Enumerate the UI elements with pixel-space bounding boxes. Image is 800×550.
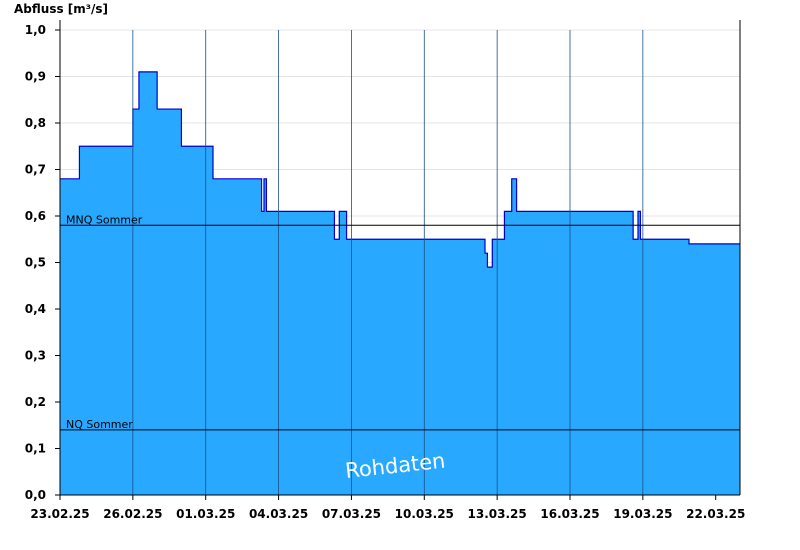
y-tick-label: 0,5 — [25, 256, 46, 270]
y-axis-label: Abfluss [m³/s] — [14, 2, 108, 16]
y-tick-label: 0,2 — [25, 395, 46, 409]
x-tick-label: 22.03.25 — [686, 507, 745, 521]
x-tick-label: 19.03.25 — [613, 507, 672, 521]
x-tick-label: 26.02.25 — [103, 507, 162, 521]
day-lines — [132, 30, 644, 495]
discharge-area — [60, 71, 740, 495]
reference-line-label: MNQ Sommer — [66, 213, 143, 226]
y-tick-label: 1,0 — [25, 23, 46, 37]
x-tick-label: 04.03.25 — [249, 507, 308, 521]
y-tick-label: 0,6 — [25, 209, 46, 223]
y-tick-label: 0,8 — [25, 116, 46, 130]
y-tick-label: 0,0 — [25, 488, 46, 502]
x-tick-label: 07.03.25 — [322, 507, 381, 521]
reference-line-label: NQ Sommer — [66, 418, 133, 431]
x-ticks: 23.02.25 26.02.25 01.03.25 04.03.25 07.03.25… — [30, 495, 745, 521]
x-tick-label: 16.03.25 — [540, 507, 599, 521]
y-tick-label: 0,4 — [25, 302, 46, 316]
axes — [59, 20, 741, 496]
y-ticks: 0,0 0,1 0,2 0,3 0,4 0,5 0,6 0,7 0,8 0,9 1,0 — [25, 23, 60, 502]
x-tick-label: 23.02.25 — [30, 507, 89, 521]
x-tick-label: 10.03.25 — [395, 507, 454, 521]
y-tick-label: 0,3 — [25, 349, 46, 363]
y-tick-label: 0,9 — [25, 70, 46, 84]
x-tick-label: 01.03.25 — [176, 507, 235, 521]
y-tick-label: 0,7 — [25, 163, 46, 177]
x-tick-label: 13.03.25 — [468, 507, 527, 521]
y-tick-label: 0,1 — [25, 442, 46, 456]
reference-lines: MNQ Sommer NQ Sommer — [60, 213, 740, 431]
